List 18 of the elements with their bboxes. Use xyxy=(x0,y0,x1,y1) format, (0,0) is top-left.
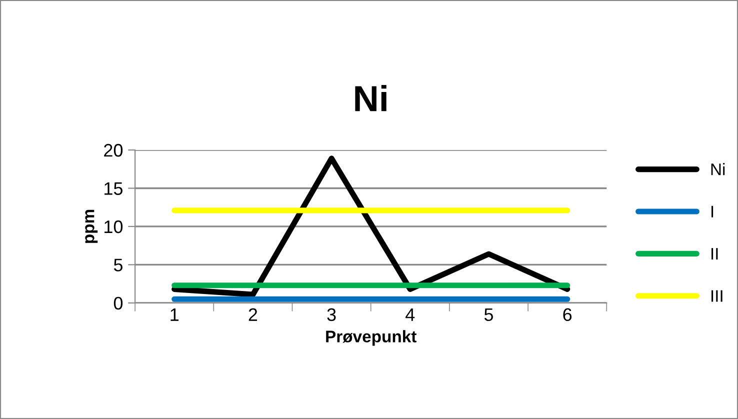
legend-label: Ni xyxy=(711,163,725,176)
x-tick-label: 2 xyxy=(248,308,258,321)
y-tick-label: 15 xyxy=(104,182,122,195)
chart-title: Ni xyxy=(355,84,386,112)
legend-label: II xyxy=(712,248,718,260)
x-tick-label: 5 xyxy=(484,308,494,322)
legend-label: I xyxy=(712,206,714,218)
y-tick-label: 5 xyxy=(114,258,122,272)
x-tick-label: 4 xyxy=(406,308,415,321)
legend-label: III xyxy=(712,290,722,302)
y-tick-label: 10 xyxy=(104,220,123,234)
y-axis-title: ppm xyxy=(85,210,98,243)
y-tick-label: 20 xyxy=(104,144,123,157)
x-tick-label: 3 xyxy=(327,308,336,322)
x-tick-label: 1 xyxy=(170,308,178,321)
x-tick-label: 6 xyxy=(563,308,572,322)
y-tick-label: 0 xyxy=(114,296,123,310)
x-axis-title: Prøvepunkt xyxy=(326,330,416,346)
